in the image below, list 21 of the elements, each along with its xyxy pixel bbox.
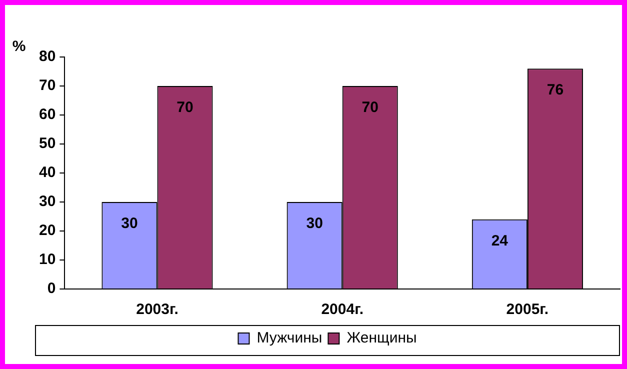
data-label: 76 [546,82,564,99]
y-tick-label: 70 [38,77,56,94]
y-tick-label: 10 [38,251,56,268]
legend-label: Женщины [346,330,417,347]
legend-label: Мужчины [256,330,322,347]
y-tick-label: 40 [38,164,56,182]
data-label: 70 [176,99,194,116]
x-tick-label: 2005г. [506,301,549,318]
data-label: 70 [362,99,378,116]
y-tick-label: 80 [38,48,56,66]
y-tick-label: 60 [38,106,56,124]
y-tick-label: 30 [38,193,56,210]
y-axis-title: % [12,38,26,56]
x-tick-label: 2003г. [136,301,178,318]
data-label: 30 [121,215,138,232]
data-label: 30 [306,215,323,232]
x-tick-label: 2004г. [321,301,364,318]
y-tick-label: 50 [38,135,56,152]
data-label: 24 [491,232,509,250]
y-tick-label: 20 [38,222,56,240]
y-tick-label: 0 [47,280,56,298]
